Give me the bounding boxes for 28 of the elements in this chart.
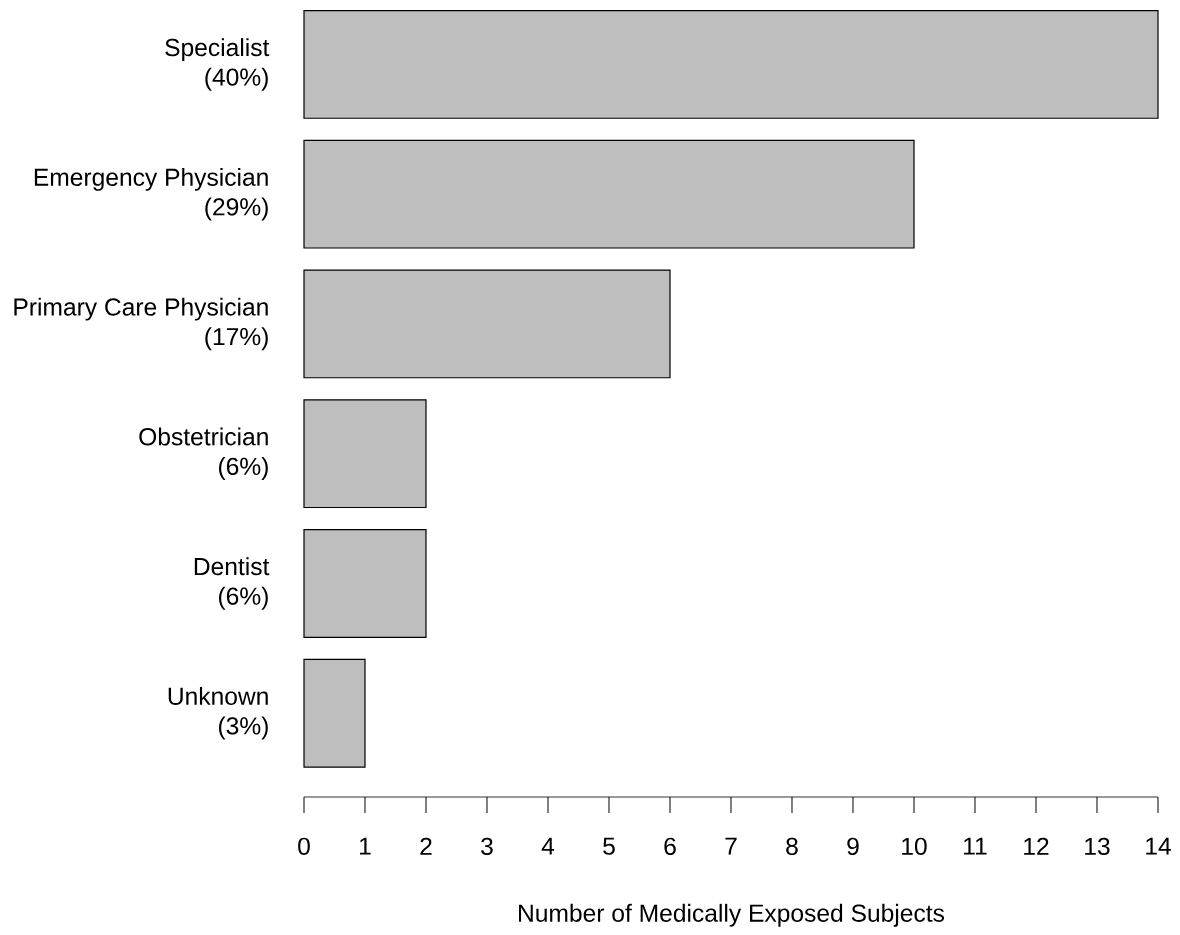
x-tick-label: 3 [481,837,493,856]
x-tick-label: 0 [298,837,310,856]
x-tick-label: 9 [847,837,859,856]
x-tick-label: 14 [1146,837,1171,855]
x-tick-label: 8 [786,837,798,856]
y-tick-label: Specialist (40%) [165,38,270,91]
x-tick-label: 11 [964,837,987,855]
x-tick-label: 5 [603,837,615,855]
x-tick-label: 6 [664,837,676,856]
y-tick-label: Primary Care Physician (17%) [14,297,268,351]
x-tick-label: 1 [360,837,371,855]
x-tick-label: 7 [725,837,737,855]
bar [303,9,1159,119]
bar [303,658,366,768]
x-tick-label: 10 [902,837,927,856]
x-tick-label: 13 [1085,837,1110,856]
y-tick-label: Unknown (3%) [168,686,268,740]
y-tick-label: Emergency Physician (29%) [34,167,268,221]
bar [303,269,671,379]
y-tick-label: Obstetrician (6%) [139,427,268,480]
x-tick-label: 2 [420,837,432,855]
x-tick-label: 4 [541,837,555,855]
bar [303,139,915,249]
x-tick-label: 12 [1024,837,1049,855]
bar [303,529,427,638]
y-tick-label: Dentist (6%) [194,557,270,610]
x-axis-title: Number of Medically Exposed Subjects [519,903,945,927]
bar [303,399,427,509]
